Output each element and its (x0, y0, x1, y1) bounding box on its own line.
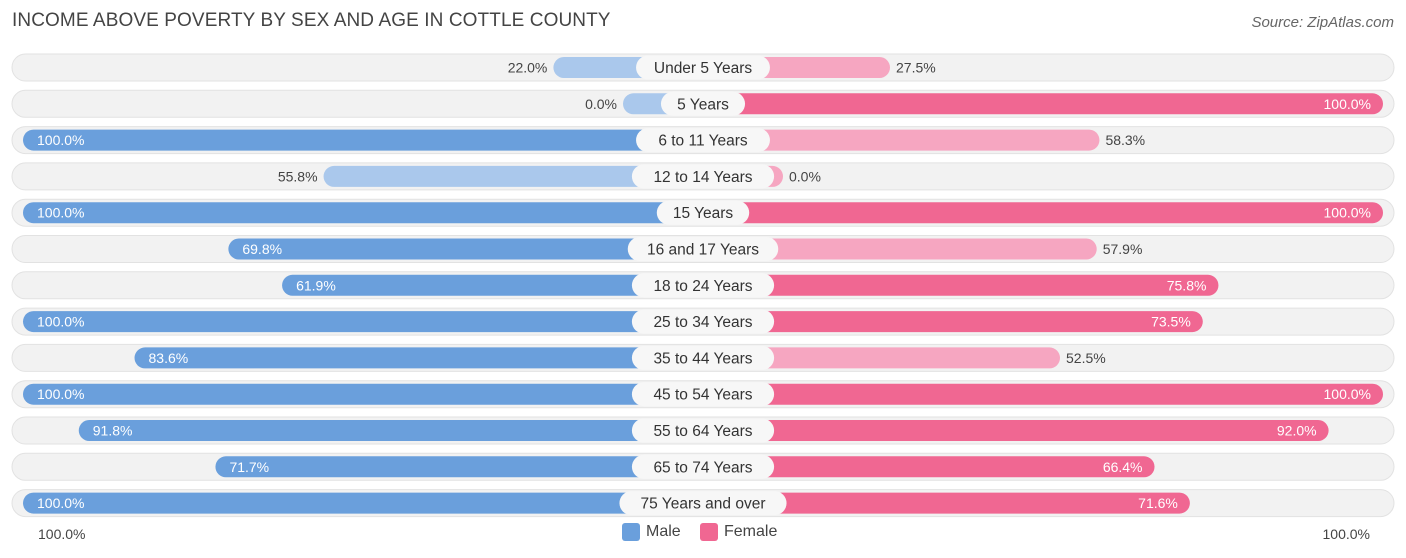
bar-male-15-years (23, 202, 703, 224)
source-label: Source: ZipAtlas.com (1251, 14, 1394, 31)
bar-female-5-years (703, 93, 1383, 115)
category-pill-under-5-years (636, 55, 770, 80)
category-pill-5-years (660, 91, 746, 116)
axis-label-left: 100.0% (38, 526, 86, 542)
category-pill-45-to-54-years (631, 382, 775, 407)
bar-male-12-to-14-years (323, 165, 703, 187)
bar-male-6-to-11-years (23, 129, 703, 151)
value-label-male-45-to-54-years: 100.0% (37, 386, 84, 402)
value-label-female-15-years: 100.0% (1324, 205, 1371, 221)
value-label-male-55-to-64-years: 91.8% (93, 423, 133, 439)
category-label-under-5-years: Under 5 Years (654, 60, 752, 77)
legend: Male Female (0, 523, 1406, 543)
value-label-male-under-5-years: 22.0% (508, 60, 548, 76)
category-label-5-years: 5 Years (677, 96, 729, 113)
category-label-25-to-34-years: 25 to 34 Years (653, 314, 752, 331)
category-pill-35-to-44-years (631, 345, 775, 370)
value-label-female-75-years-and-over: 71.6% (1138, 495, 1178, 511)
chart-title: INCOME ABOVE POVERTY BY SEX AND AGE IN C… (12, 10, 611, 31)
legend-item-male[interactable]: Male (622, 523, 681, 541)
category-pill-25-to-34-years (631, 309, 775, 334)
category-pill-55-to-64-years (631, 418, 775, 443)
value-label-female-25-to-34-years: 73.5% (1151, 314, 1191, 330)
category-label-12-to-14-years: 12 to 14 Years (653, 169, 752, 186)
value-label-male-35-to-44-years: 83.6% (149, 350, 189, 366)
bar-female-35-to-44-years (703, 347, 1060, 369)
bar-female-6-to-11-years (703, 129, 1100, 151)
bar-male-18-to-24-years (282, 274, 703, 296)
chart-area: Under 5 Years 22.0% 27.5% 5 Years 0.0% 100.0%… (11, 53, 1395, 518)
legend-swatch-male (622, 523, 640, 541)
category-label-75-years-and-over: 75 Years and over (641, 496, 766, 513)
bar-male-25-to-34-years (23, 311, 703, 333)
value-label-female-45-to-54-years: 100.0% (1324, 386, 1371, 402)
bar-male-35-to-44-years (134, 347, 703, 369)
bar-female-75-years-and-over (703, 492, 1190, 514)
value-label-male-16-and-17-years: 69.8% (242, 241, 282, 257)
category-pill-75-years-and-over (619, 491, 787, 516)
value-label-female-18-to-24-years: 75.8% (1167, 277, 1207, 293)
bar-female-18-to-24-years (703, 274, 1219, 296)
value-label-male-65-to-74-years: 71.7% (229, 459, 269, 475)
bar-female-25-to-34-years (703, 311, 1203, 333)
bar-female-45-to-54-years (703, 383, 1383, 405)
category-pill-12-to-14-years (631, 164, 775, 189)
bar-male-45-to-54-years (23, 383, 703, 405)
bar-female-15-years (703, 202, 1383, 224)
category-label-45-to-54-years: 45 to 54 Years (653, 387, 752, 404)
value-label-female-12-to-14-years: 0.0% (789, 168, 821, 184)
category-pill-65-to-74-years (631, 454, 775, 479)
bar-male-55-to-64-years (78, 420, 703, 441)
value-label-male-18-to-24-years: 61.9% (296, 277, 336, 293)
bar-male-75-years-and-over (23, 492, 703, 514)
bar-male-65-to-74-years (215, 456, 703, 478)
value-label-female-6-to-11-years: 58.3% (1105, 132, 1145, 148)
bar-female-16-and-17-years (703, 238, 1097, 260)
category-pill-16-and-17-years (627, 237, 779, 261)
value-label-female-under-5-years: 27.5% (896, 60, 936, 76)
category-pill-15-years (656, 200, 750, 225)
legend-label-male: Male (646, 523, 681, 540)
value-label-female-65-to-74-years: 66.4% (1103, 459, 1143, 475)
bar-male-16-and-17-years (228, 238, 704, 260)
category-label-15-years: 15 Years (673, 205, 734, 222)
value-label-female-16-and-17-years: 57.9% (1103, 241, 1143, 257)
legend-swatch-female (700, 523, 718, 541)
category-label-16-and-17-years: 16 and 17 Years (647, 242, 759, 259)
category-label-35-to-44-years: 35 to 44 Years (653, 350, 752, 367)
category-label-55-to-64-years: 55 to 64 Years (653, 423, 752, 440)
value-label-male-75-years-and-over: 100.0% (37, 495, 84, 511)
value-label-male-15-years: 100.0% (37, 205, 84, 221)
value-label-male-6-to-11-years: 100.0% (37, 132, 84, 148)
legend-item-female[interactable]: Female (700, 523, 777, 541)
value-label-male-25-to-34-years: 100.0% (37, 314, 84, 330)
category-label-18-to-24-years: 18 to 24 Years (653, 278, 752, 295)
value-label-female-35-to-44-years: 52.5% (1066, 350, 1106, 366)
value-label-male-12-to-14-years: 55.8% (278, 168, 318, 184)
value-label-female-55-to-64-years: 92.0% (1277, 423, 1317, 439)
category-pill-6-to-11-years (636, 128, 770, 153)
category-pill-18-to-24-years (631, 273, 775, 298)
category-label-65-to-74-years: 65 to 74 Years (653, 459, 752, 476)
axis-label-right: 100.0% (1322, 526, 1370, 542)
category-label-6-to-11-years: 6 to 11 Years (658, 133, 748, 150)
bar-female-55-to-64-years (703, 420, 1329, 441)
legend-label-female: Female (724, 523, 778, 540)
value-label-male-5-years: 0.0% (585, 96, 617, 112)
value-label-female-5-years: 100.0% (1324, 96, 1371, 112)
bar-female-65-to-74-years (703, 456, 1155, 478)
